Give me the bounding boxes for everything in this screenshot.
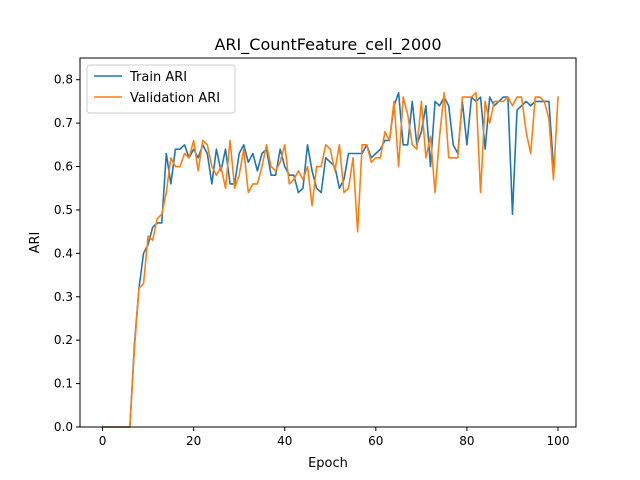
y-tick-label-8: 0.8 — [54, 73, 73, 87]
y-axis-label: ARI — [28, 232, 43, 254]
y-tick-label-3: 0.3 — [54, 290, 73, 304]
y-tick-label-4: 0.4 — [54, 246, 73, 260]
plot-frame — [79, 57, 577, 428]
legend: Train ARI Validation ARI — [86, 64, 236, 114]
y-tick-label-2: 0.2 — [54, 333, 73, 347]
series-line-0 — [101, 91, 555, 428]
y-tick-label-0: 0.0 — [54, 420, 73, 434]
series-line-1 — [101, 91, 559, 428]
y-tick-label-6: 0.6 — [54, 160, 73, 174]
x-tick-label-3: 60 — [368, 434, 383, 448]
x-tick-label-2: 40 — [277, 434, 292, 448]
plot-lines — [101, 91, 559, 428]
chart-title: ARI_CountFeature_cell_2000 — [214, 35, 441, 55]
y-axis: 0.0 0.1 0.2 0.3 0.4 0.5 0.6 0.7 0.8 — [54, 73, 80, 434]
legend-box — [86, 64, 236, 114]
y-tick-label-7: 0.7 — [54, 116, 73, 130]
legend-label-train: Train ARI — [129, 70, 187, 85]
legend-label-validation: Validation ARI — [130, 91, 220, 106]
x-tick-label-4: 80 — [459, 434, 474, 448]
x-axis-label: Epoch — [308, 456, 348, 471]
y-tick-label-1: 0.1 — [54, 377, 73, 391]
y-tick-label-5: 0.5 — [54, 203, 73, 217]
x-tick-label-0: 0 — [99, 434, 107, 448]
x-tick-label-1: 20 — [186, 434, 201, 448]
x-axis: 0 20 40 60 80 100 — [99, 427, 570, 448]
x-tick-label-5: 100 — [547, 434, 570, 448]
